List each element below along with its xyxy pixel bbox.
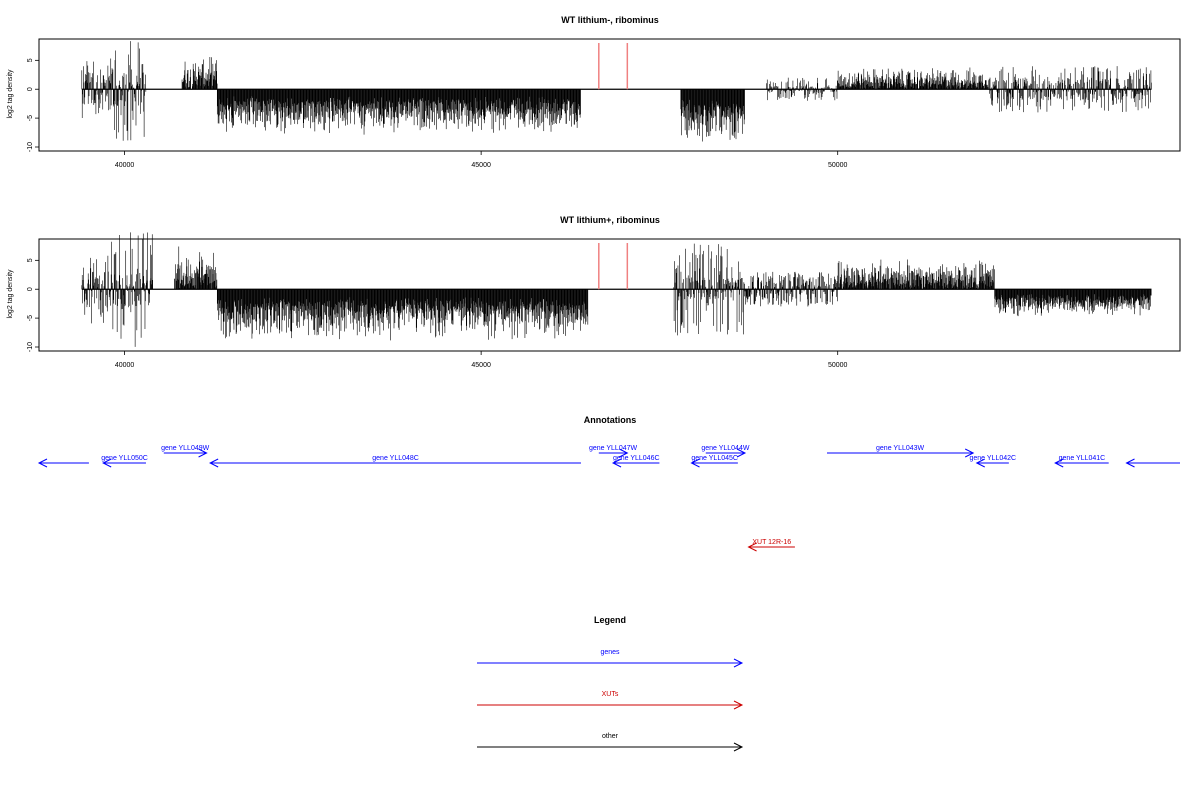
x-tick-label: 50000	[828, 162, 848, 169]
y-tick-label: 0	[27, 87, 34, 91]
gene-annotation: gene YLL048C	[209, 455, 581, 468]
y-axis: -10 -5 0 5	[27, 258, 39, 352]
annotation-label: gene YLL048C	[372, 455, 419, 462]
gene-annotation: gene YLL043W	[827, 445, 975, 458]
annotation-arrowhead	[736, 448, 747, 458]
density-bars	[81, 41, 1152, 142]
y-tick-label: -5	[27, 315, 34, 321]
annotation-arrowhead	[611, 458, 622, 468]
gene-annotation: gene YLL044W	[701, 445, 750, 458]
marker-lines	[598, 243, 629, 290]
track-panel-lithium-plus: WT lithium+, ribominus log2 tag density …	[7, 215, 1181, 369]
annotation-arrowhead	[619, 448, 629, 458]
legend-item: other	[477, 733, 744, 752]
gene-annotation: gene YLL050C	[101, 455, 148, 468]
annotation-items: gene YLL050C gene YLL049W gene YLL048C gene…	[37, 445, 1180, 552]
x-tick-label: 45000	[471, 362, 491, 369]
x-axis: 40000 45000 50000	[115, 151, 848, 169]
marker-lines	[598, 43, 629, 90]
annotation-arrowhead	[964, 448, 975, 458]
gene-annotation	[1125, 458, 1180, 468]
legend-item: genes	[477, 649, 744, 668]
track-title: WT lithium+, ribominus	[560, 215, 660, 225]
annotation-label: XUT 12R-16	[752, 539, 791, 546]
y-axis-label: log2 tag density	[7, 69, 14, 119]
legend-title: Legend	[594, 615, 626, 625]
annotation-arrowhead	[1054, 458, 1064, 468]
gene-annotation: gene YLL047W	[589, 445, 638, 458]
x-tick-label: 40000	[115, 162, 135, 169]
annotation-arrowhead	[37, 458, 48, 468]
legend-arrowhead	[733, 742, 744, 752]
annotations-title: Annotations	[584, 415, 637, 425]
legend-label: XUTs	[602, 691, 619, 698]
annotation-label: gene YLL042C	[970, 455, 1017, 462]
annotation-arrowhead	[209, 458, 219, 468]
x-tick-label: 40000	[115, 362, 135, 369]
legend-item: XUTs	[477, 691, 744, 710]
y-tick-label: 0	[27, 287, 34, 291]
annotation-arrowhead	[102, 458, 112, 468]
legend-arrowhead	[733, 700, 744, 710]
annotation-label: gene YLL044W	[701, 445, 750, 452]
legend-arrowhead	[733, 658, 744, 668]
y-tick-label: -5	[27, 115, 34, 121]
xut-annotation: XUT 12R-16	[747, 539, 795, 552]
annotation-label: gene YLL049W	[161, 445, 210, 452]
density-bars	[81, 232, 1152, 347]
gene-annotation	[37, 458, 89, 468]
legend-items: genes XUTs other	[477, 649, 744, 752]
legend-label: genes	[600, 649, 620, 656]
x-tick-label: 45000	[471, 162, 491, 169]
annotation-arrowhead	[975, 458, 985, 468]
annotation-arrowhead	[690, 458, 700, 468]
annotation-label: gene YLL045C	[691, 455, 738, 462]
plot-frame	[38, 38, 1181, 152]
annotation-label: gene YLL043W	[876, 445, 925, 452]
x-tick-label: 50000	[828, 362, 848, 369]
x-axis: 40000 45000 50000	[115, 351, 848, 369]
annotation-arrowhead	[747, 542, 757, 552]
y-tick-label: 5	[27, 258, 34, 262]
legend-panel: Legend genes XUTs other	[477, 615, 744, 752]
gene-annotation: gene YLL049W	[161, 445, 210, 458]
legend-label: other	[602, 733, 619, 740]
gene-annotation: gene YLL046C	[611, 455, 660, 468]
annotation-label: gene YLL046C	[613, 455, 660, 462]
gene-annotation: gene YLL041C	[1054, 455, 1109, 468]
annotation-label: gene YLL050C	[101, 455, 148, 462]
y-tick-label: -10	[27, 342, 34, 352]
y-axis: -10 -5 0 5	[27, 58, 39, 152]
track-panel-lithium-minus: WT lithium-, ribominus log2 tag density …	[7, 15, 1181, 169]
track-title: WT lithium-, ribominus	[561, 15, 659, 25]
gene-annotation: gene YLL042C	[970, 455, 1017, 468]
y-axis-label: log2 tag density	[7, 269, 14, 319]
y-tick-label: 5	[27, 58, 34, 62]
annotation-arrowhead	[198, 448, 208, 458]
gene-annotation: gene YLL045C	[690, 455, 738, 468]
annotation-label: gene YLL047W	[589, 445, 638, 452]
annotation-label: gene YLL041C	[1059, 455, 1106, 462]
annotation-arrowhead	[1125, 458, 1135, 468]
y-tick-label: -10	[27, 142, 34, 152]
plot-frame	[38, 238, 1181, 352]
